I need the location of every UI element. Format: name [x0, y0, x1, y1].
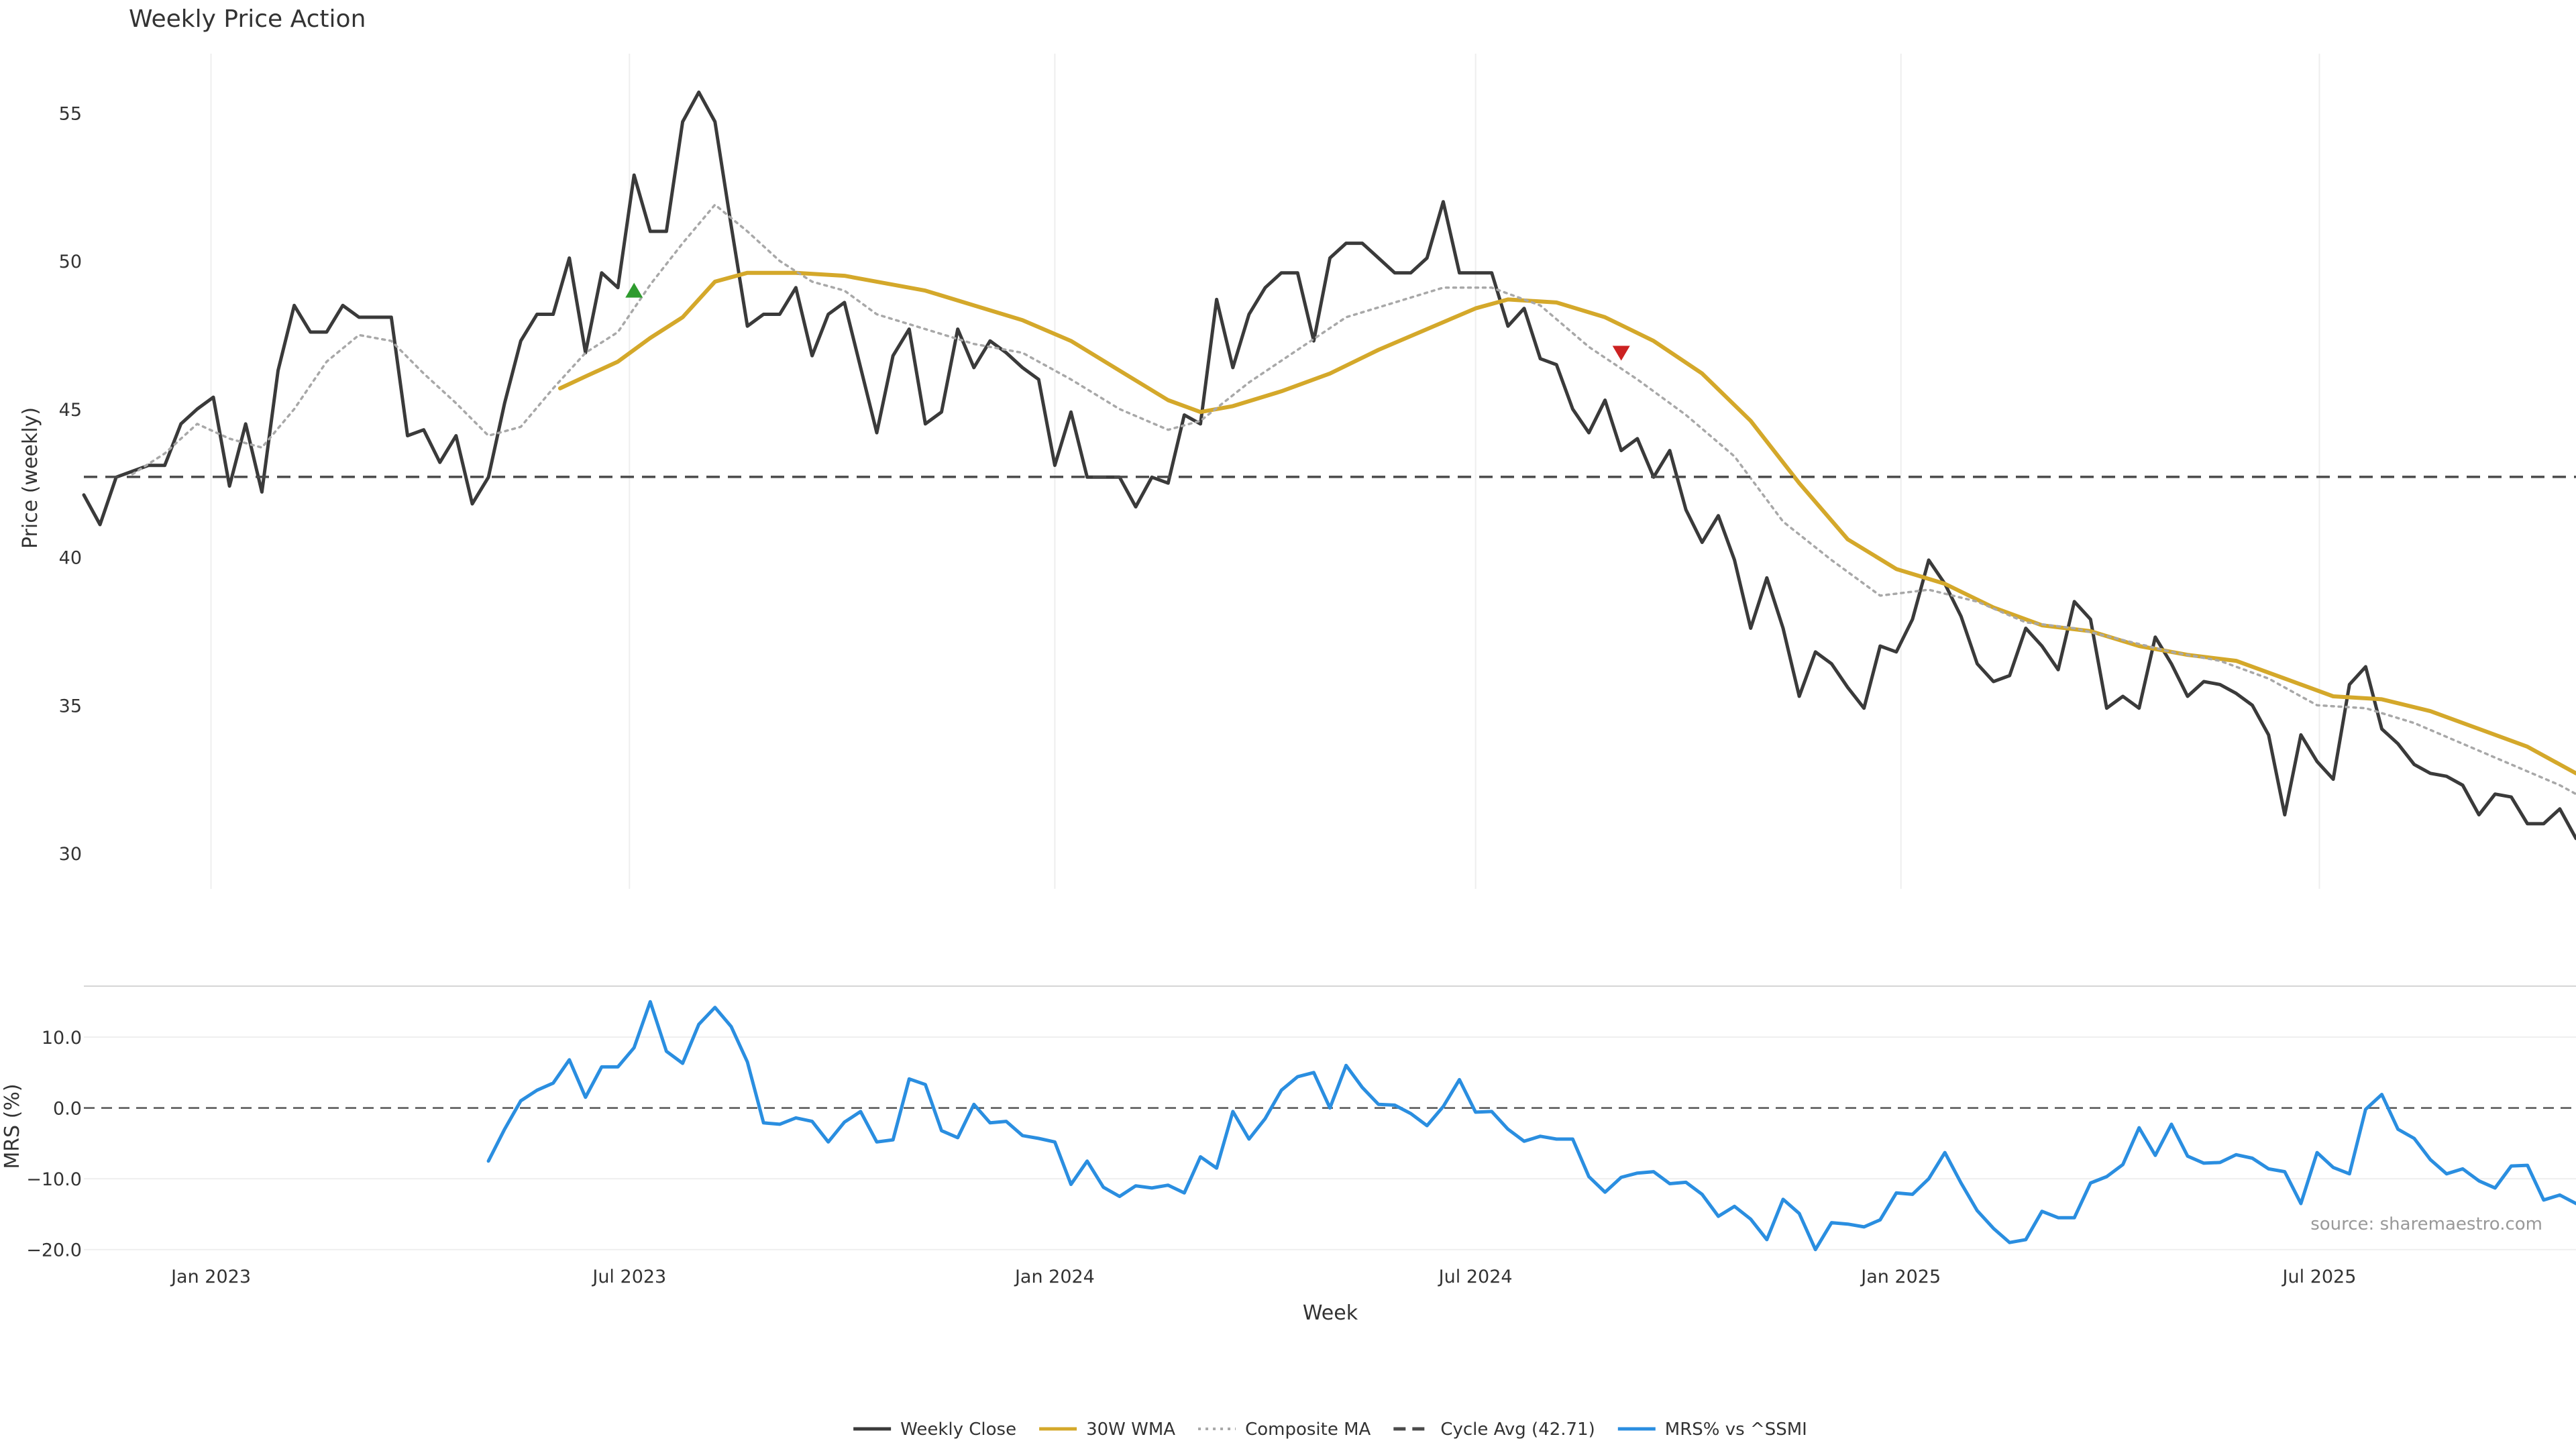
x-tick-label: Jul 2024 [1438, 1267, 1513, 1287]
x-tick-label: Jan 2024 [1014, 1267, 1095, 1287]
y-tick-label: 55 [59, 103, 82, 124]
y-tick-label: 45 [59, 400, 82, 421]
x-tick-label: Jan 2025 [1860, 1267, 1941, 1287]
y-axis-label: MRS (%) [1, 1083, 24, 1169]
legend-label-composite-ma: Composite MA [1245, 1419, 1371, 1440]
y-tick-label: 40 [59, 548, 82, 569]
series-composite-ma-line [131, 203, 2576, 796]
mrs-panel: −20.0 −10.0 0.0 10.0 MRS (%) Jan 2023 Jul 2023… [1, 985, 2576, 1287]
y-tick-label: 0.0 [53, 1099, 82, 1120]
x-tick-label: Jan 2023 [170, 1267, 251, 1287]
y-tick-label: 50 [59, 252, 82, 272]
y-tick-label: −20.0 [26, 1240, 82, 1261]
buy-signal-marker [625, 282, 643, 298]
x-tick-label: Jul 2023 [591, 1267, 666, 1287]
x-tick-label: Jul 2025 [2282, 1267, 2357, 1287]
legend-label-30w-wma: 30W WMA [1086, 1419, 1175, 1440]
series-30w-wma-line [557, 270, 2576, 775]
chart-title: Weekly Price Action [129, 5, 366, 33]
mrs-source-annotation: source: sharemaestro.com [2310, 1214, 2542, 1234]
legend-label-weekly-close: Weekly Close [900, 1419, 1016, 1440]
y-axis-label: Price (weekly) [19, 407, 42, 549]
x-axis-label: Week [1303, 1301, 1358, 1325]
y-tick-label: 30 [59, 844, 82, 865]
sell-signal-marker [1612, 345, 1630, 361]
y-tick-label: −10.0 [26, 1169, 82, 1190]
series-weekly-close-line [82, 90, 2576, 841]
legend-label-cycle-avg-42-71: Cycle Avg (42.71) [1440, 1419, 1595, 1440]
y-tick-label: 35 [59, 696, 82, 716]
price-panel: 30 35 40 45 50 55 Price (weekly) [19, 54, 2576, 889]
legend: Weekly Close 30W WMA Composite MA Cycle Avg… [853, 1419, 1807, 1440]
legend-label-mrs-vs-ssmi: MRS% vs ^SSMI [1665, 1419, 1807, 1440]
y-tick-label: 10.0 [42, 1028, 82, 1049]
series-mrs-vs-ssmi-line [486, 1000, 2576, 1252]
